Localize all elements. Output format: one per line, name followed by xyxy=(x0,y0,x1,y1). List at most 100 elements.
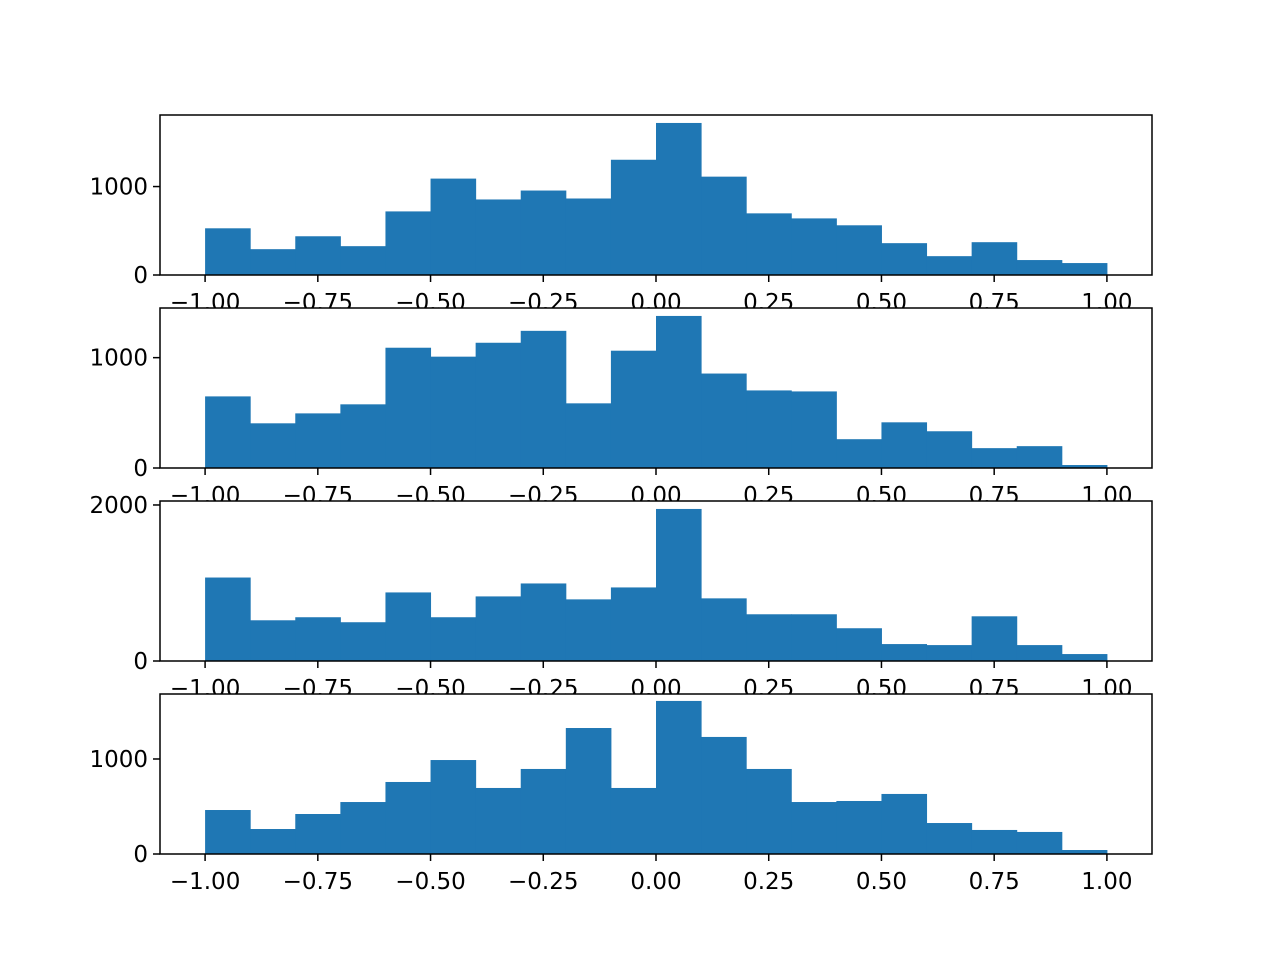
histogram-bar xyxy=(295,617,341,661)
y-tick-label: 2000 xyxy=(89,493,148,519)
histogram-bar xyxy=(1016,446,1063,468)
histogram-bar xyxy=(520,768,567,854)
histogram-bar xyxy=(791,802,837,854)
subplot-1: −1.00 −0.75 −0.50 −0.25 0.00 0.25 0.50 0.75 1.00… xyxy=(89,114,1153,316)
histogram-bar xyxy=(701,176,747,275)
y-tick-label: 0 xyxy=(133,649,148,675)
x-tick-label: −1.00 xyxy=(170,869,240,895)
histogram-bar xyxy=(340,404,386,468)
histogram-bar xyxy=(520,190,567,275)
histogram-bar xyxy=(1061,263,1108,275)
histogram-bar xyxy=(475,596,522,661)
histogram-bar xyxy=(1061,654,1108,661)
histogram-bar xyxy=(295,413,341,468)
histogram-bar xyxy=(430,617,477,661)
histogram-bar xyxy=(701,598,747,661)
histogram-bar xyxy=(881,422,928,468)
histogram-bar xyxy=(926,645,973,661)
histogram-bar xyxy=(971,448,1018,468)
histogram-bar xyxy=(746,768,792,854)
histogram-bar xyxy=(836,439,882,468)
y-tick-label: 1000 xyxy=(89,175,148,201)
histogram-bar xyxy=(656,508,702,661)
y-tick-label: 1000 xyxy=(89,747,148,773)
histogram-bar xyxy=(205,577,251,661)
histogram-bar xyxy=(430,760,477,854)
histogram-bar xyxy=(1016,831,1063,854)
x-tick-label: 0.75 xyxy=(969,869,1020,895)
histogram-bar xyxy=(926,823,973,854)
histogram-bar xyxy=(971,242,1018,275)
histogram-bar xyxy=(610,787,657,854)
histogram-bar xyxy=(565,403,612,468)
histogram-bar xyxy=(971,616,1018,661)
histogram-bar xyxy=(836,628,882,661)
histogram-bar xyxy=(295,236,341,275)
subplot-3: −1.00 −0.75 −0.50 −0.25 0.00 0.25 0.50 0.75 1.00… xyxy=(89,493,1153,702)
histogram-bar xyxy=(1061,850,1108,854)
histogram-bar xyxy=(610,159,657,275)
histogram-bar xyxy=(881,793,928,854)
subplot-4: −1.00 −0.75 −0.50 −0.25 0.00 0.25 0.50 0.75 1.00… xyxy=(89,693,1153,895)
y-tick-label: 0 xyxy=(133,263,148,289)
histogram-bar xyxy=(1016,645,1063,661)
histogram-bar xyxy=(565,599,612,661)
histogram-bar xyxy=(385,781,432,854)
histogram-bar xyxy=(836,800,882,854)
histogram-bar xyxy=(205,228,251,275)
histogram-bar xyxy=(520,583,567,661)
histogram-bar xyxy=(1016,260,1063,275)
histogram-bar xyxy=(295,814,341,854)
x-tick-label: −0.75 xyxy=(283,869,353,895)
histogram-bar xyxy=(475,787,522,854)
histogram-bar xyxy=(340,622,386,661)
histogram-bar xyxy=(385,347,432,468)
x-tick-label: 0.50 xyxy=(856,869,907,895)
histogram-bar xyxy=(656,315,702,468)
histogram-bar xyxy=(340,802,386,854)
histogram-bar xyxy=(250,829,296,854)
histogram-bar xyxy=(926,431,973,468)
histogram-bar xyxy=(881,243,928,275)
histogram-bar xyxy=(926,256,973,275)
histogram-bar xyxy=(250,423,296,468)
histogram-bar xyxy=(205,810,251,854)
histogram-bar xyxy=(475,199,522,275)
x-tick-label: 0.25 xyxy=(743,869,794,895)
histogram-bar xyxy=(565,728,612,854)
histogram-bar xyxy=(971,829,1018,854)
histogram-bar xyxy=(746,614,792,661)
x-tick-label: −0.25 xyxy=(508,869,578,895)
histogram-bar xyxy=(1061,465,1108,468)
histogram-bar xyxy=(836,225,882,275)
y-tick-label: 1000 xyxy=(89,346,148,372)
y-tick-label: 0 xyxy=(133,842,148,868)
histogram-bar xyxy=(656,700,702,854)
histogram-bar xyxy=(881,644,928,661)
histogram-bar xyxy=(430,178,477,275)
histogram-bar xyxy=(340,246,386,275)
histogram-bar xyxy=(746,390,792,468)
x-tick-label: 0.00 xyxy=(630,869,681,895)
subplot-2: −1.00 −0.75 −0.50 −0.25 0.00 0.25 0.50 0.75 1.00… xyxy=(89,307,1153,509)
histogram-bar xyxy=(385,592,432,661)
histogram-bar xyxy=(565,198,612,275)
histogram-bar xyxy=(701,736,747,854)
histogram-bar xyxy=(385,211,432,275)
histogram-bar xyxy=(610,350,657,468)
histogram-bar xyxy=(205,396,251,468)
histogram-bar xyxy=(791,614,837,661)
histogram-bar xyxy=(250,620,296,661)
histogram-bar xyxy=(250,249,296,275)
histogram-bar xyxy=(520,330,567,468)
x-tick-label: 1.00 xyxy=(1081,869,1132,895)
histogram-bar xyxy=(791,391,837,468)
histogram-bar xyxy=(746,213,792,275)
histogram-bar xyxy=(656,122,702,275)
histogram-bar xyxy=(791,218,837,275)
histogram-bar xyxy=(430,356,477,468)
histogram-bar xyxy=(475,342,522,468)
histogram-bar xyxy=(610,587,657,661)
x-tick-label: −0.50 xyxy=(395,869,465,895)
